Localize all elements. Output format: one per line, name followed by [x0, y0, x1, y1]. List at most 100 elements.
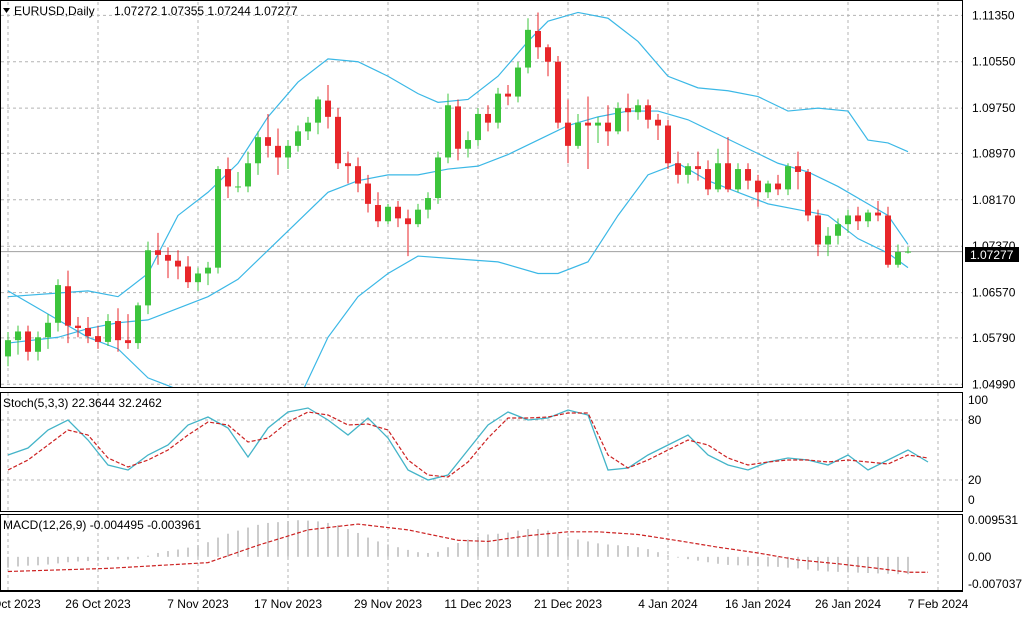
candle-body — [655, 119, 661, 126]
candle-body — [285, 145, 291, 158]
price-tick-label: 1.10550 — [972, 55, 1016, 69]
candle-body — [535, 31, 541, 48]
candle-body — [235, 186, 241, 188]
bollinger-middle-band — [7, 110, 909, 344]
macd-title: MACD(12,26,9) -0.004495 -0.003961 — [3, 518, 201, 532]
candle-body — [5, 340, 11, 357]
candle-body — [755, 180, 761, 193]
candle-body — [35, 337, 41, 352]
grid — [1, 2, 962, 590]
candle-body — [775, 183, 781, 190]
macd-signal-line — [7, 523, 928, 573]
time-tick-label: 4 Jan 2024 — [638, 597, 698, 611]
candle-body — [735, 169, 741, 190]
candle-body — [75, 325, 81, 328]
candle-body — [165, 254, 171, 261]
candle-body — [305, 122, 311, 132]
candle-body — [675, 163, 681, 175]
candle-body — [825, 235, 831, 245]
stochastic-plot — [7, 407, 929, 481]
candle-body — [885, 215, 891, 265]
candle-body — [745, 169, 751, 181]
price-tick-label: 1.09750 — [972, 101, 1016, 115]
candle-body — [665, 125, 671, 164]
stochastic-tick-label: 80 — [968, 413, 982, 427]
candle-body — [815, 215, 821, 245]
candle-body — [455, 106, 461, 149]
candle-body — [805, 171, 811, 216]
candle-body — [705, 169, 711, 190]
candle-body — [905, 251, 911, 253]
time-tick-label: 26 Oct 2023 — [65, 597, 131, 611]
macd-plot — [7, 520, 928, 575]
candle-body — [415, 209, 421, 225]
candle-body — [795, 166, 801, 172]
axis-labels: 1.113501.105501.097501.089701.081701.073… — [0, 8, 1022, 611]
time-tick-label: 16 Oct 2023 — [0, 597, 41, 611]
stochastic-title: Stoch(5,3,3) 22.3644 32.2462 — [3, 396, 162, 410]
candle-body — [485, 113, 491, 123]
candle-body — [295, 131, 301, 146]
macd-tick-label: 0.00 — [968, 550, 992, 564]
candle-body — [635, 105, 641, 113]
candle-body — [135, 305, 141, 344]
ohlc-readout: 1.07272 1.07355 1.07244 1.07277 — [114, 4, 298, 18]
candle-body — [85, 327, 91, 337]
price-tick-label: 1.06570 — [972, 286, 1016, 300]
candle-body — [555, 61, 561, 123]
candle-body — [585, 122, 591, 126]
candle-body — [205, 267, 211, 274]
candle-body — [715, 163, 721, 190]
candle-body — [55, 285, 61, 323]
price-clipped-group — [1, 11, 962, 387]
candle-body — [765, 183, 771, 193]
time-tick-label: 16 Jan 2024 — [725, 597, 791, 611]
candle-body — [25, 331, 31, 352]
time-tick-label: 26 Jan 2024 — [815, 597, 881, 611]
candle-body — [45, 322, 51, 338]
candle-body — [615, 108, 621, 132]
price-tick-label: 1.11350 — [972, 8, 1015, 22]
price-plot — [1, 11, 962, 387]
candle-body — [365, 183, 371, 204]
macd-tick-label: 0.009531 — [968, 513, 1018, 527]
price-tick-label: 1.08170 — [972, 193, 1016, 207]
candle-body — [115, 321, 121, 341]
candle-body — [565, 122, 571, 146]
candle-body — [275, 145, 281, 158]
time-tick-label: 17 Nov 2023 — [254, 597, 322, 611]
time-tick-label: 7 Feb 2024 — [908, 597, 969, 611]
candle-body — [325, 100, 331, 117]
candle-body — [175, 260, 181, 267]
candle-body — [625, 108, 631, 113]
candle-body — [505, 93, 511, 97]
candle-body — [785, 166, 791, 190]
time-tick-label: 11 Dec 2023 — [444, 597, 511, 611]
candle-body — [545, 47, 551, 62]
bollinger-upper-band — [7, 11, 909, 298]
candle-body — [475, 113, 481, 141]
candle-body — [335, 116, 341, 164]
candle-body — [645, 105, 651, 120]
dropdown-triangle-icon[interactable] — [3, 8, 10, 13]
stochastic-pane[interactable] — [0, 392, 963, 512]
candle-body — [595, 122, 601, 126]
macd-pane[interactable] — [0, 514, 963, 591]
candle-body — [405, 218, 411, 225]
candle-body — [265, 137, 271, 146]
candle-body — [315, 99, 321, 123]
time-tick-label: 7 Nov 2023 — [167, 597, 229, 611]
candle-body — [15, 331, 21, 341]
candle-body — [185, 266, 191, 283]
candle-body — [865, 212, 871, 222]
candle-body — [465, 140, 471, 149]
candle-body — [355, 166, 361, 184]
candle-body — [155, 250, 161, 255]
price-pane[interactable] — [0, 0, 963, 388]
candle-body — [835, 224, 841, 236]
candle-body — [495, 93, 501, 123]
candle-body — [845, 215, 851, 225]
current-price-label: 1.07277 — [970, 248, 1014, 262]
candle-body — [95, 336, 101, 342]
